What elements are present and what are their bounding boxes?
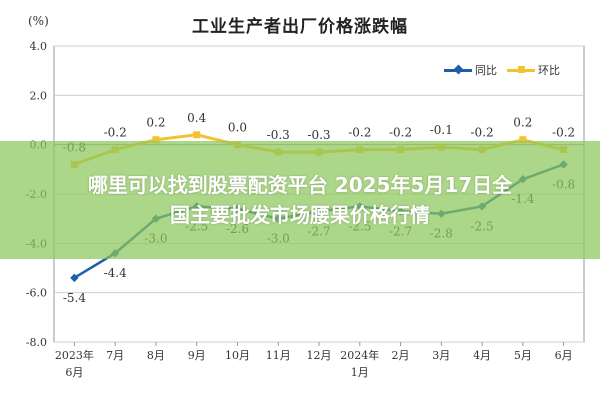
x-tick-label: 4月: [473, 349, 491, 362]
data-label-mom: 0.2: [513, 116, 532, 130]
data-label-yoy: -5.4: [63, 291, 87, 305]
x-tick-label: 2024年: [340, 348, 379, 362]
legend-item-yoy: 同比: [444, 62, 497, 78]
y-unit-label: (%): [28, 14, 49, 28]
x-tick-label: 9月: [188, 349, 206, 362]
data-point-yoy: [70, 273, 79, 283]
data-point-mom: [519, 136, 527, 144]
x-tick-label: 1月: [351, 366, 369, 379]
data-label-mom: 0.4: [187, 111, 206, 125]
x-tick-label: 6月: [65, 366, 83, 379]
x-tick-label: 3月: [432, 349, 450, 362]
x-tick-label: 10月: [225, 349, 250, 362]
x-tick-label: 2023年: [55, 348, 94, 362]
y-tick-label: -6.0: [26, 287, 47, 300]
data-point-mom: [193, 131, 201, 139]
data-label-mom: -0.2: [104, 126, 127, 140]
x-tick-label: 11月: [266, 349, 291, 362]
data-label-mom: -0.3: [307, 128, 330, 142]
data-label-mom: 0.2: [146, 116, 165, 130]
legend-item-mom: 环比: [507, 62, 560, 78]
data-label-mom: -0.2: [389, 126, 412, 140]
data-label-mom: -0.2: [552, 126, 575, 140]
legend-label-yoy: 同比: [475, 64, 497, 77]
legend-label-mom: 环比: [538, 64, 560, 77]
data-label-mom: -0.1: [430, 123, 453, 137]
legend-swatch-yoy: [444, 64, 472, 75]
data-label-mom: -0.3: [267, 128, 290, 142]
x-tick-label: 5月: [514, 349, 532, 362]
data-label-mom: 0.0: [228, 121, 247, 135]
overlay-text-line-1: 哪里可以找到股票配资平台 2025年5月17日全: [87, 173, 513, 197]
y-tick-label: 2.0: [30, 89, 48, 102]
data-label-yoy: -4.4: [104, 266, 128, 280]
y-tick-label: 4.0: [30, 40, 48, 53]
x-tick-label: 6月: [555, 349, 573, 362]
data-label-mom: -0.2: [348, 126, 371, 140]
x-tick-label: 12月: [307, 349, 332, 362]
x-tick-label: 2月: [392, 349, 410, 362]
legend-swatch-mom: [507, 66, 535, 74]
y-tick-label: -8.0: [26, 336, 47, 349]
x-tick-label: 7月: [106, 349, 124, 362]
legend: 同比 环比: [444, 58, 570, 82]
data-label-mom: -0.2: [471, 126, 494, 140]
x-tick-label: 8月: [147, 349, 165, 362]
data-point-mom: [152, 136, 160, 144]
overlay-banner[interactable]: 哪里可以找到股票配资平台 2025年5月17日全 国主要批发市场腰果价格行情: [0, 141, 600, 259]
chart-title: 工业生产者出厂价格涨跌幅: [192, 17, 408, 37]
overlay-text-line-2: 国主要批发市场腰果价格行情: [170, 203, 430, 227]
